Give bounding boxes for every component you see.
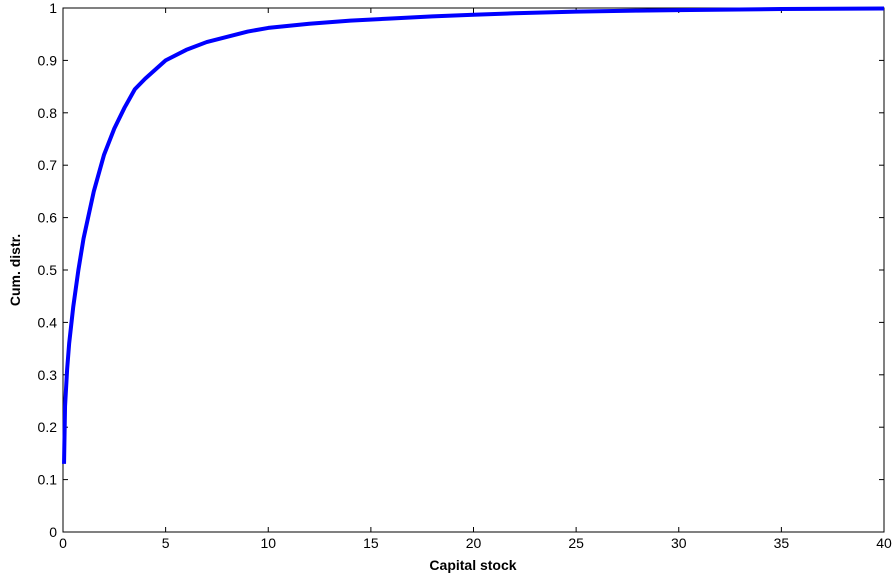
y-axis-ticks: 0 0.1 0.2 0.3 0.4 0.5 0.6 0.7 0.8 0.9 1 bbox=[38, 0, 884, 540]
x-tick-label: 20 bbox=[466, 535, 482, 551]
x-tick-label: 0 bbox=[59, 535, 67, 551]
plot-area bbox=[62, 7, 885, 533]
y-tick-label: 1 bbox=[49, 0, 57, 16]
x-tick-label: 25 bbox=[568, 535, 584, 551]
x-axis-ticks: 0 5 10 15 20 25 30 35 40 bbox=[59, 8, 892, 551]
y-tick-label: 0.1 bbox=[38, 472, 58, 488]
y-tick-label: 0.6 bbox=[38, 210, 58, 226]
y-tick-label: 0.8 bbox=[38, 105, 58, 121]
x-tick-label: 10 bbox=[260, 535, 276, 551]
x-tick-label: 40 bbox=[876, 535, 892, 551]
y-tick-label: 0 bbox=[49, 524, 57, 540]
y-tick-label: 0.3 bbox=[38, 367, 58, 383]
x-tick-label: 30 bbox=[671, 535, 687, 551]
y-tick-label: 0.9 bbox=[38, 52, 58, 68]
y-tick-label: 0.7 bbox=[38, 157, 58, 173]
y-tick-label: 0.2 bbox=[38, 419, 58, 435]
y-axis-label: Cum. distr. bbox=[7, 234, 23, 306]
cdf-series-line bbox=[62, 6, 885, 464]
x-tick-label: 15 bbox=[363, 535, 379, 551]
x-axis-label: Capital stock bbox=[429, 557, 516, 573]
series-layer bbox=[62, 6, 885, 464]
y-tick-label: 0.4 bbox=[38, 314, 58, 330]
y-tick-label: 0.5 bbox=[38, 262, 58, 278]
x-tick-label: 35 bbox=[774, 535, 790, 551]
x-tick-label: 5 bbox=[162, 535, 170, 551]
